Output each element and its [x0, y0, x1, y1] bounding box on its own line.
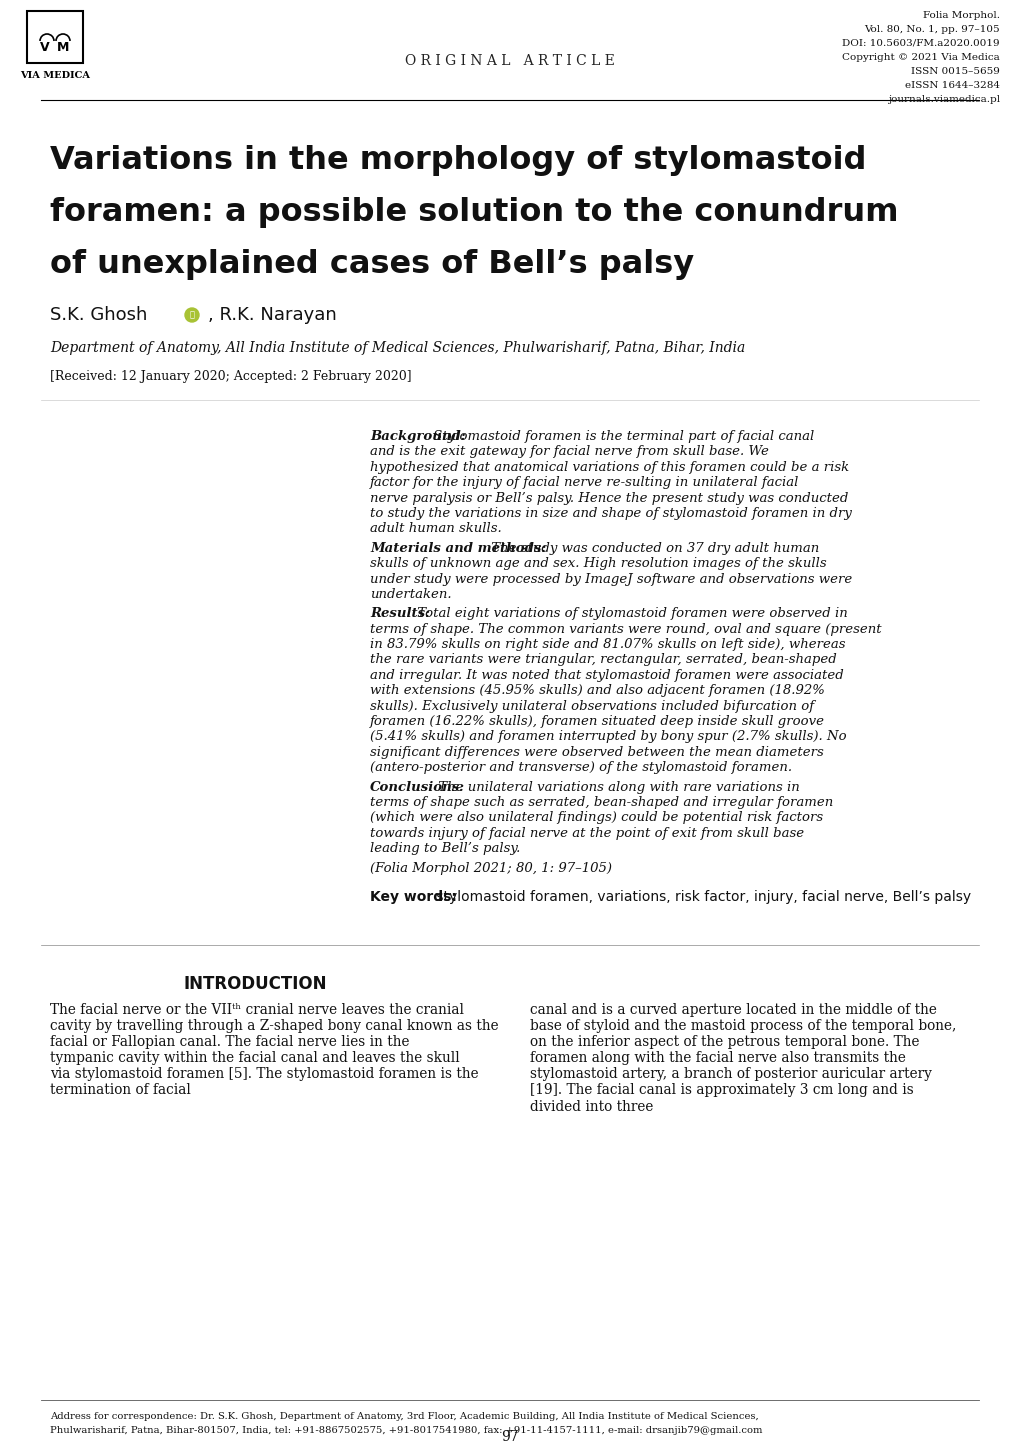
- Text: Folia Morphol.: Folia Morphol.: [922, 12, 999, 20]
- Text: canal and is a curved aperture located in the middle of the: canal and is a curved aperture located i…: [530, 1002, 936, 1017]
- Text: Department of Anatomy, All India Institute of Medical Sciences, Phulwarisharif, : Department of Anatomy, All India Institu…: [50, 340, 745, 355]
- Text: 97: 97: [500, 1430, 519, 1442]
- Text: eISSN 1644–3284: eISSN 1644–3284: [904, 81, 999, 89]
- Text: stylomastoid foramen, variations, risk factor, injury, facial nerve, Bell’s pals: stylomastoid foramen, variations, risk f…: [432, 890, 970, 904]
- Text: S.K. Ghosh: S.K. Ghosh: [50, 306, 147, 324]
- Text: significant differences were observed between the mean diameters: significant differences were observed be…: [370, 746, 823, 758]
- Text: Background:: Background:: [370, 430, 465, 443]
- Text: factor for the injury of facial nerve re-sulting in unilateral facial: factor for the injury of facial nerve re…: [370, 476, 799, 489]
- Text: Stylomastoid foramen is the terminal part of facial canal: Stylomastoid foramen is the terminal par…: [428, 430, 813, 443]
- Text: DOI: 10.5603/FM.a2020.0019: DOI: 10.5603/FM.a2020.0019: [842, 39, 999, 48]
- Text: Variations in the morphology of stylomastoid: Variations in the morphology of stylomas…: [50, 146, 866, 176]
- Text: [19]. The facial canal is approximately 3 cm long and is: [19]. The facial canal is approximately …: [530, 1083, 913, 1097]
- Text: base of styloid and the mastoid process of the temporal bone,: base of styloid and the mastoid process …: [530, 1018, 956, 1032]
- Text: O R I G I N A L   A R T I C L E: O R I G I N A L A R T I C L E: [405, 53, 614, 68]
- Text: terms of shape. The common variants were round, oval and square (present: terms of shape. The common variants were…: [370, 623, 880, 636]
- Text: foramen: a possible solution to the conundrum: foramen: a possible solution to the conu…: [50, 198, 898, 228]
- Text: nerve paralysis or Bell’s palsy. Hence the present study was conducted: nerve paralysis or Bell’s palsy. Hence t…: [370, 492, 848, 505]
- Text: facial or Fallopian canal. The facial nerve lies in the: facial or Fallopian canal. The facial ne…: [50, 1035, 409, 1048]
- Circle shape: [184, 309, 199, 322]
- Text: undertaken.: undertaken.: [370, 588, 451, 601]
- Text: Vol. 80, No. 1, pp. 97–105: Vol. 80, No. 1, pp. 97–105: [863, 25, 999, 35]
- Text: Materials and methods:: Materials and methods:: [370, 542, 546, 555]
- Text: (which were also unilateral findings) could be potential risk factors: (which were also unilateral findings) co…: [370, 812, 822, 825]
- Text: (Folia Morphol 2021; 80, 1: 97–105): (Folia Morphol 2021; 80, 1: 97–105): [370, 861, 611, 874]
- Text: ISSN 0015–5659: ISSN 0015–5659: [910, 66, 999, 76]
- Text: V: V: [40, 40, 50, 53]
- Text: foramen (16.22% skulls), foramen situated deep inside skull groove: foramen (16.22% skulls), foramen situate…: [370, 715, 824, 728]
- Text: Conclusions:: Conclusions:: [370, 780, 465, 793]
- Text: stylomastoid artery, a branch of posterior auricular artery: stylomastoid artery, a branch of posteri…: [530, 1067, 931, 1082]
- Text: Total eight variations of stylomastoid foramen were observed in: Total eight variations of stylomastoid f…: [412, 607, 847, 620]
- Text: and is the exit gateway for facial nerve from skull base. We: and is the exit gateway for facial nerve…: [370, 446, 768, 459]
- Text: cavity by travelling through a Z-shaped bony canal known as the: cavity by travelling through a Z-shaped …: [50, 1018, 498, 1032]
- Text: ⓘ: ⓘ: [190, 310, 195, 320]
- Text: with extensions (45.95% skulls) and also adjacent foramen (18.92%: with extensions (45.95% skulls) and also…: [370, 685, 824, 698]
- Text: hypothesized that anatomical variations of this foramen could be a risk: hypothesized that anatomical variations …: [370, 461, 848, 474]
- Text: termination of facial: termination of facial: [50, 1083, 191, 1097]
- Text: VIA MEDICA: VIA MEDICA: [20, 71, 90, 79]
- Text: skulls of unknown age and sex. High resolution images of the skulls: skulls of unknown age and sex. High reso…: [370, 557, 825, 570]
- Text: tympanic cavity within the facial canal and leaves the skull: tympanic cavity within the facial canal …: [50, 1051, 460, 1066]
- Text: M: M: [57, 40, 69, 53]
- Text: The study was conducted on 37 dry adult human: The study was conducted on 37 dry adult …: [486, 542, 818, 555]
- Text: (antero-posterior and transverse) of the stylomastoid foramen.: (antero-posterior and transverse) of the…: [370, 761, 792, 774]
- Text: on the inferior aspect of the petrous temporal bone. The: on the inferior aspect of the petrous te…: [530, 1035, 918, 1048]
- Text: towards injury of facial nerve at the point of exit from skull base: towards injury of facial nerve at the po…: [370, 826, 803, 839]
- Text: (5.41% skulls) and foramen interrupted by bony spur (2.7% skulls). No: (5.41% skulls) and foramen interrupted b…: [370, 731, 846, 744]
- Text: journals.viamedica.pl: journals.viamedica.pl: [887, 95, 999, 104]
- Text: the rare variants were triangular, rectangular, serrated, bean-shaped: the rare variants were triangular, recta…: [370, 653, 836, 666]
- Text: leading to Bell’s palsy.: leading to Bell’s palsy.: [370, 842, 520, 855]
- Text: terms of shape such as serrated, bean-shaped and irregular foramen: terms of shape such as serrated, bean-sh…: [370, 796, 833, 809]
- Text: Copyright © 2021 Via Medica: Copyright © 2021 Via Medica: [842, 53, 999, 62]
- Text: divided into three: divided into three: [530, 1100, 653, 1113]
- Text: , R.K. Narayan: , R.K. Narayan: [208, 306, 336, 324]
- Bar: [26, 12, 83, 63]
- Text: to study the variations in size and shape of stylomastoid foramen in dry: to study the variations in size and shap…: [370, 508, 851, 521]
- Text: adult human skulls.: adult human skulls.: [370, 522, 501, 535]
- Text: Address for correspondence: Dr. S.K. Ghosh, Department of Anatomy, 3rd Floor, Ac: Address for correspondence: Dr. S.K. Gho…: [50, 1412, 758, 1420]
- Text: [Received: 12 January 2020; Accepted: 2 February 2020]: [Received: 12 January 2020; Accepted: 2 …: [50, 371, 412, 384]
- Text: skulls). Exclusively unilateral observations included bifurcation of: skulls). Exclusively unilateral observat…: [370, 699, 813, 712]
- Text: The facial nerve or the VIIᵗʰ cranial nerve leaves the cranial: The facial nerve or the VIIᵗʰ cranial ne…: [50, 1002, 464, 1017]
- Text: foramen along with the facial nerve also transmits the: foramen along with the facial nerve also…: [530, 1051, 905, 1066]
- Text: in 83.79% skulls on right side and 81.07% skulls on left side), whereas: in 83.79% skulls on right side and 81.07…: [370, 637, 845, 652]
- Text: Phulwarisharif, Patna, Bihar-801507, India, tel: +91-8867502575, +91-8017541980,: Phulwarisharif, Patna, Bihar-801507, Ind…: [50, 1426, 762, 1435]
- Text: via stylomastoid foramen [5]. The stylomastoid foramen is the: via stylomastoid foramen [5]. The stylom…: [50, 1067, 478, 1082]
- Text: and irregular. It was noted that stylomastoid foramen were associated: and irregular. It was noted that styloma…: [370, 669, 843, 682]
- Text: INTRODUCTION: INTRODUCTION: [183, 975, 326, 992]
- Text: under study were processed by ImageJ software and observations were: under study were processed by ImageJ sof…: [370, 572, 852, 585]
- Text: The unilateral variations along with rare variations in: The unilateral variations along with rar…: [433, 780, 799, 793]
- Text: Key words:: Key words:: [370, 890, 457, 904]
- Text: of unexplained cases of Bell’s palsy: of unexplained cases of Bell’s palsy: [50, 249, 694, 280]
- Text: Results:: Results:: [370, 607, 430, 620]
